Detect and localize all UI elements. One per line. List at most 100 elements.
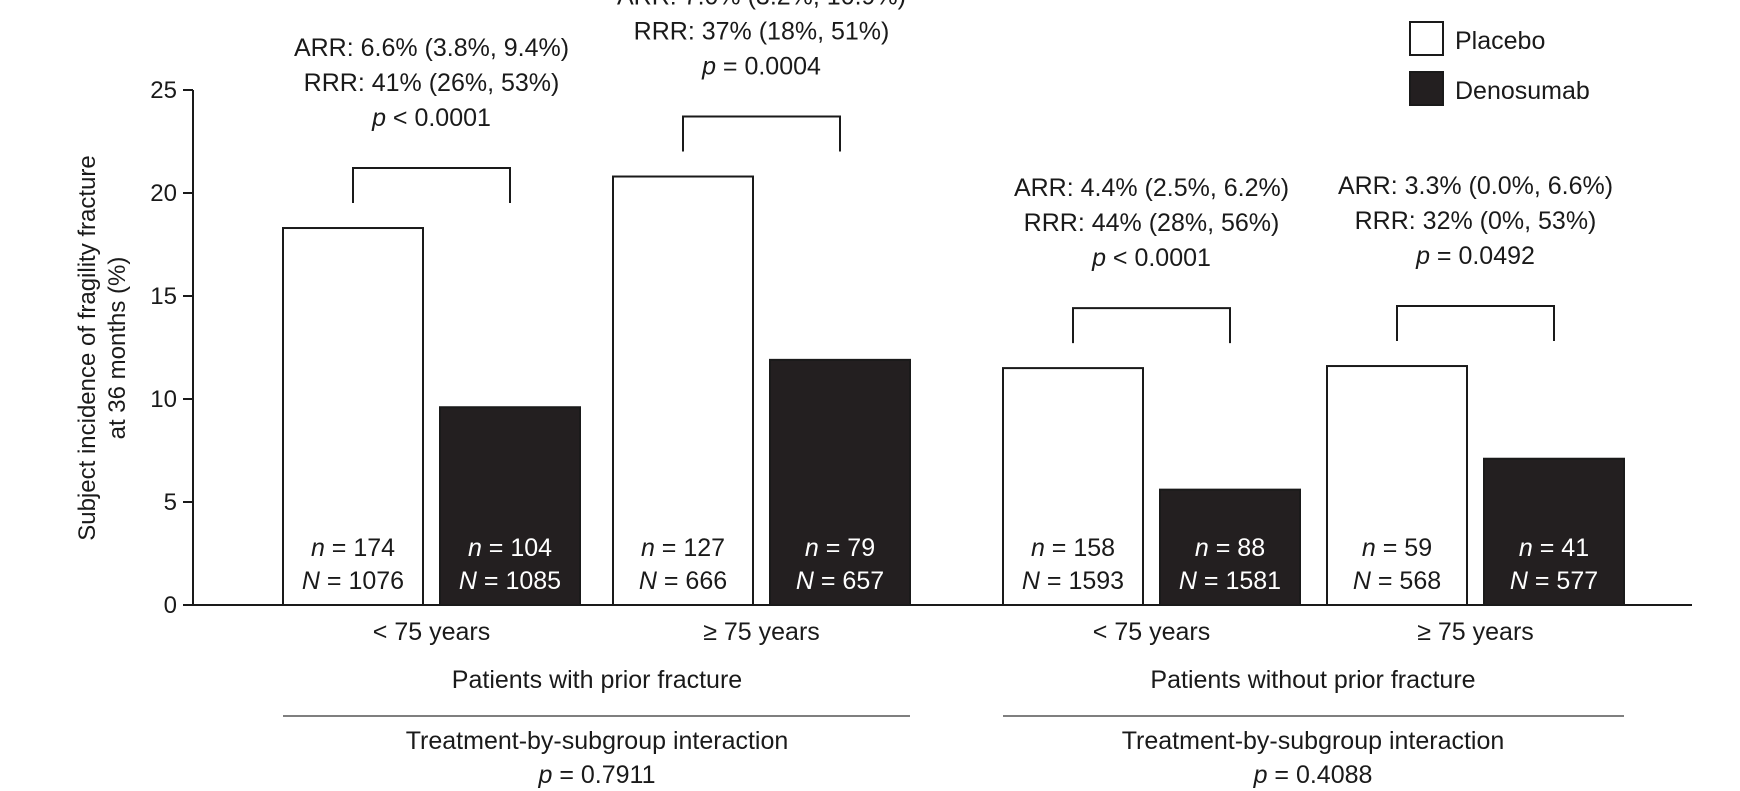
rrr-label: RRR: 32% (0%, 53%) bbox=[1355, 207, 1597, 235]
y-tick-label: 15 bbox=[150, 283, 177, 310]
placebo-bar bbox=[612, 175, 754, 607]
rrr-label: RRR: 44% (28%, 56%) bbox=[1024, 209, 1280, 237]
p-value-label: p = 0.0492 bbox=[1415, 242, 1535, 270]
N-symbol: N bbox=[639, 567, 658, 595]
n-symbol: n bbox=[468, 534, 482, 562]
n-value: = 104 bbox=[482, 534, 552, 562]
interaction-p-value: = 0.7911 bbox=[552, 761, 655, 789]
p-value: = 0.0492 bbox=[1430, 242, 1535, 270]
placebo-bar bbox=[1326, 365, 1468, 607]
rrr-label: RRR: 41% (26%, 53%) bbox=[304, 69, 560, 97]
y-tick-label: 25 bbox=[150, 77, 177, 104]
p-symbol: p bbox=[537, 761, 552, 789]
n-value: = 127 bbox=[655, 534, 725, 562]
arr-label: ARR: 3.3% (0.0%, 6.6%) bbox=[1338, 172, 1613, 200]
p-value: < 0.0001 bbox=[386, 104, 491, 132]
y-tick-label: 5 bbox=[164, 489, 177, 516]
bar-n-label: n = 174 bbox=[311, 534, 395, 562]
n-symbol: n bbox=[1362, 534, 1376, 562]
group-label: Patients without prior fracture bbox=[1150, 666, 1475, 694]
n-value: = 59 bbox=[1376, 534, 1432, 562]
significance-bracket bbox=[352, 167, 511, 204]
n-value: = 174 bbox=[325, 534, 395, 562]
denosumab-bar bbox=[1483, 457, 1625, 606]
p-symbol: p bbox=[1253, 761, 1268, 789]
group-label: Patients with prior fracture bbox=[452, 666, 742, 694]
n-symbol: n bbox=[1195, 534, 1209, 562]
category-label: ≥ 75 years bbox=[703, 618, 820, 646]
interaction-p-value: = 0.4088 bbox=[1267, 761, 1372, 789]
y-tick-label: 20 bbox=[150, 180, 177, 207]
interaction-p-label: p = 0.4088 bbox=[1253, 761, 1373, 789]
significance-bracket bbox=[1072, 307, 1231, 344]
arr-label: ARR: 6.6% (3.8%, 9.4%) bbox=[294, 34, 569, 62]
arr-label: ARR: 4.4% (2.5%, 6.2%) bbox=[1014, 174, 1289, 202]
rrr-label: RRR: 37% (18%, 51%) bbox=[634, 18, 890, 46]
interaction-label: Treatment-by-subgroup interaction bbox=[406, 727, 789, 755]
category-label: ≥ 75 years bbox=[1417, 618, 1534, 646]
bar-n-label: n = 127 bbox=[641, 534, 725, 562]
n-value: = 79 bbox=[819, 534, 875, 562]
y-axis-label: Subject incidence of fragility fracture a… bbox=[74, 155, 131, 541]
bar-n-label: n = 88 bbox=[1195, 534, 1265, 562]
interaction-p-label: p = 0.7911 bbox=[537, 761, 655, 789]
significance-bracket bbox=[1396, 305, 1555, 342]
N-symbol: N bbox=[796, 567, 815, 595]
n-symbol: n bbox=[805, 534, 819, 562]
bar-n-label: n = 79 bbox=[805, 534, 875, 562]
legend-label: Placebo bbox=[1455, 27, 1545, 55]
legend-swatch bbox=[1409, 71, 1444, 106]
significance-bracket bbox=[682, 115, 841, 152]
N-symbol: N bbox=[1179, 567, 1198, 595]
p-symbol: p bbox=[701, 53, 716, 81]
N-value: = 657 bbox=[814, 567, 884, 595]
bar-N-label: N = 657 bbox=[796, 567, 884, 595]
bar-N-label: N = 1581 bbox=[1179, 567, 1281, 595]
p-value-label: p < 0.0001 bbox=[1091, 244, 1211, 272]
N-symbol: N bbox=[459, 567, 478, 595]
bar-n-label: n = 41 bbox=[1519, 534, 1589, 562]
N-symbol: N bbox=[1510, 567, 1529, 595]
n-symbol: n bbox=[1031, 534, 1045, 562]
n-symbol: n bbox=[311, 534, 325, 562]
N-value: = 1581 bbox=[1197, 567, 1281, 595]
N-value: = 1085 bbox=[477, 567, 561, 595]
p-symbol: p bbox=[1091, 244, 1106, 272]
arr-label: ARR: 7.0% (3.2%, 10.9%) bbox=[617, 0, 906, 11]
p-symbol: p bbox=[371, 104, 386, 132]
p-value-label: p = 0.0004 bbox=[701, 53, 821, 81]
bar-N-label: N = 1085 bbox=[459, 567, 561, 595]
n-symbol: n bbox=[1519, 534, 1533, 562]
bar-N-label: N = 568 bbox=[1353, 567, 1441, 595]
y-axis-label-line: at 36 months (%) bbox=[104, 257, 131, 440]
y-axis-label-line: Subject incidence of fragility fracture bbox=[74, 155, 101, 541]
bar-n-label: n = 104 bbox=[468, 534, 552, 562]
p-value: < 0.0001 bbox=[1106, 244, 1211, 272]
N-value: = 568 bbox=[1371, 567, 1441, 595]
p-value: = 0.0004 bbox=[716, 53, 821, 81]
placebo-bar bbox=[282, 227, 424, 607]
category-label: < 75 years bbox=[1093, 618, 1210, 646]
bar-N-label: N = 666 bbox=[639, 567, 727, 595]
N-value: = 1593 bbox=[1040, 567, 1124, 595]
N-symbol: N bbox=[302, 567, 321, 595]
N-value: = 666 bbox=[657, 567, 727, 595]
interaction-label: Treatment-by-subgroup interaction bbox=[1122, 727, 1505, 755]
n-symbol: n bbox=[641, 534, 655, 562]
denosumab-bar bbox=[1159, 488, 1301, 607]
N-symbol: N bbox=[1353, 567, 1372, 595]
category-label: < 75 years bbox=[373, 618, 490, 646]
bar-n-label: n = 59 bbox=[1362, 534, 1432, 562]
p-value-label: p < 0.0001 bbox=[371, 104, 491, 132]
n-value: = 158 bbox=[1045, 534, 1115, 562]
y-tick-label: 0 bbox=[164, 592, 177, 619]
N-symbol: N bbox=[1022, 567, 1041, 595]
bar-N-label: N = 1076 bbox=[302, 567, 404, 595]
placebo-bar bbox=[1002, 367, 1144, 606]
denosumab-bar bbox=[439, 406, 581, 606]
bar-n-label: n = 158 bbox=[1031, 534, 1115, 562]
denosumab-bar bbox=[769, 358, 911, 606]
legend-swatch bbox=[1409, 21, 1444, 56]
n-value: = 88 bbox=[1209, 534, 1265, 562]
